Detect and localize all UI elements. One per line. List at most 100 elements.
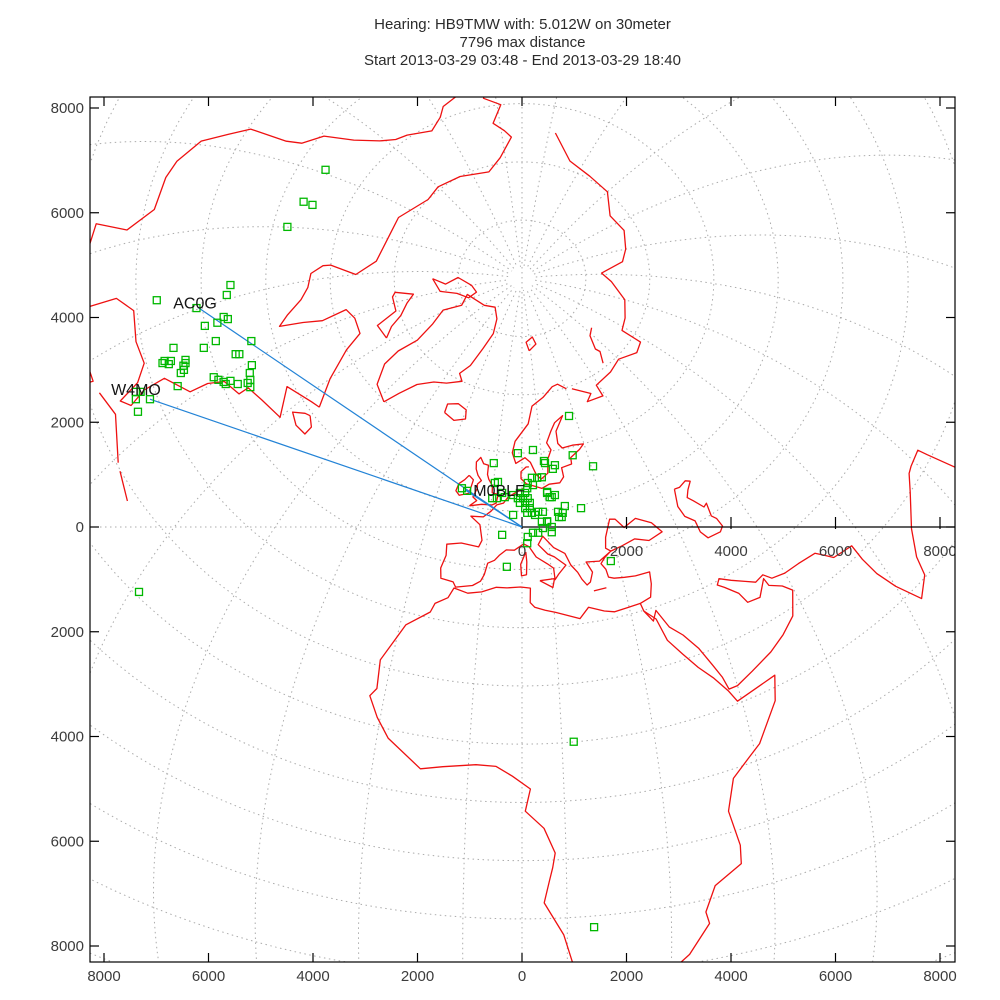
spot-square: [283, 222, 292, 232]
spot-square: [233, 379, 242, 389]
spot-square: [523, 539, 532, 548]
spot-square: [525, 503, 534, 513]
spot-square: [179, 361, 188, 370]
graticule-parallel: [200, 97, 844, 571]
graticule-meridian: [152, 284, 513, 962]
coastline-arctic_islands: [432, 276, 478, 299]
coastline-corsica_sardinia: [520, 551, 528, 577]
spot-square: [537, 517, 547, 526]
spot-square: [247, 361, 257, 370]
spot-square: [136, 387, 145, 397]
graticule-meridian: [90, 282, 511, 675]
spot-square: [537, 473, 547, 482]
coastline-cuba: [98, 392, 119, 463]
x-axis-tick-label: 0: [518, 968, 526, 985]
spot-square: [547, 528, 556, 537]
spot-square: [145, 395, 155, 404]
coastline-scandinavia_baltic: [511, 383, 585, 490]
spot-square: [569, 737, 578, 746]
x-axis-tick-label: 2000: [610, 968, 643, 985]
graticule-parallel: [90, 802, 955, 920]
spot-square: [133, 407, 143, 416]
graticule-meridian: [529, 97, 742, 270]
spot-square: [502, 562, 511, 571]
plot-time-range: Start 2013-03-29 03:48 - End 2013-03-29 …: [364, 52, 681, 69]
spot-square: [199, 343, 208, 353]
spot-square: [209, 373, 218, 382]
graticule-meridian: [90, 140, 513, 272]
coastlines: [0, 97, 955, 962]
graticule-meridian: [529, 287, 776, 962]
spot-square: [226, 280, 235, 290]
spot-square: [235, 350, 244, 359]
spot-square: [299, 197, 308, 206]
coastline-uk: [469, 456, 499, 507]
spot-square: [533, 473, 542, 482]
graticule-meridian: [533, 282, 955, 720]
x-axis-tick-label: 4000: [714, 968, 747, 985]
axes: 8000800060006000400040002000200000200020…: [51, 96, 957, 985]
spot-square: [181, 358, 190, 368]
spot-square: [164, 359, 173, 369]
graticule-parallel: [90, 540, 955, 745]
spot-square: [534, 528, 543, 537]
spot-square: [169, 343, 178, 353]
y-axis-tick-label: 2000: [51, 624, 84, 641]
spot-square: [523, 494, 532, 503]
spot-square: [245, 368, 254, 378]
spot-square: [542, 488, 552, 498]
spot-square: [462, 486, 472, 496]
spot-square: [247, 336, 256, 346]
spot-square: [246, 383, 255, 392]
distance-scale: 0 2000 4000 6000 8000: [518, 517, 955, 560]
coastline-sicily: [539, 577, 556, 589]
coastline-greenland: [376, 293, 498, 403]
spot-square: [528, 445, 538, 455]
graticule-meridian: [533, 234, 955, 275]
spot-square: [515, 498, 525, 508]
graticule-meridian: [90, 226, 511, 275]
coastline-newfoundland: [291, 411, 313, 435]
spot-square: [489, 458, 498, 468]
coastline-iceland: [443, 403, 467, 422]
spot-square: [538, 523, 548, 533]
graticule-meridian: [531, 285, 878, 962]
spot-square: [497, 488, 507, 498]
y-axis-tick-label: 8000: [51, 100, 84, 117]
graticule-meridian: [526, 97, 628, 268]
graticule-meridian: [90, 279, 510, 486]
spot-square: [321, 165, 330, 174]
coastline-ireland: [455, 474, 475, 496]
spot-square: [540, 458, 550, 468]
graticule-meridian: [495, 97, 521, 267]
spot-square: [527, 473, 537, 482]
spot-square: [560, 501, 569, 511]
spot-square: [520, 488, 530, 498]
station-labels: AC0G W4MO M0BLF: [111, 296, 525, 500]
spot-square: [606, 556, 615, 566]
bearing-line-w4mo: [149, 398, 523, 528]
graticule-meridian: [358, 288, 518, 962]
spot-square: [488, 494, 497, 503]
graticule-parallel: [90, 723, 955, 862]
coastline-crete: [593, 587, 607, 592]
spot-square: [192, 303, 201, 313]
y-axis-tick-label: 4000: [51, 310, 84, 327]
spot-square: [492, 494, 502, 503]
spot-square: [508, 510, 518, 520]
y-axis-tick-label: 0: [76, 519, 84, 536]
y-axis-tick-label: 2000: [51, 414, 84, 431]
spot-square: [243, 378, 252, 388]
graticule-meridian: [534, 279, 955, 506]
spot-square: [520, 503, 530, 513]
spot-square: [539, 456, 549, 466]
coastline-russia_arctic: [554, 132, 642, 403]
graticule-meridian: [462, 289, 521, 962]
distance-scale-label: 2000: [610, 543, 643, 560]
coastline-south_america_west: [0, 489, 53, 704]
spot-square: [528, 528, 538, 537]
graticule-meridian: [522, 289, 568, 962]
graticule-parallel: [90, 638, 955, 804]
